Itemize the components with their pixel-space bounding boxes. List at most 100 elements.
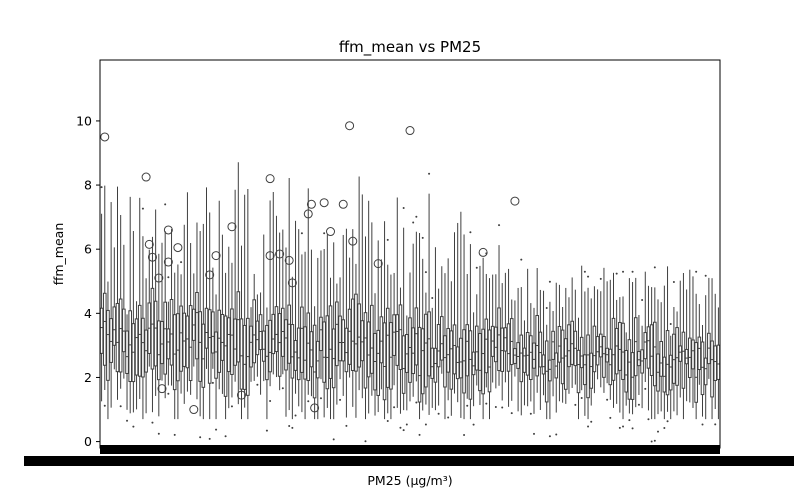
box-body (608, 348, 613, 386)
flier-dot (494, 406, 497, 409)
box-body (255, 320, 260, 356)
flier-dot (587, 425, 590, 428)
box (529, 303, 533, 415)
flier-dot (180, 261, 183, 264)
box-body (471, 351, 476, 376)
flier-dot (199, 436, 202, 439)
box (315, 257, 320, 420)
box (150, 236, 155, 424)
box (716, 307, 721, 420)
outlier-point (157, 384, 167, 394)
box-body (258, 314, 263, 351)
flier-dot (339, 398, 342, 401)
outlier-point (310, 403, 320, 413)
box (691, 276, 695, 408)
box-body (335, 301, 339, 367)
box (573, 289, 578, 406)
box (586, 275, 590, 428)
box (261, 234, 266, 382)
flier-dot (622, 425, 625, 428)
box-body (468, 330, 473, 400)
box-body (627, 339, 632, 400)
flier-dot (402, 429, 405, 432)
box-body (153, 300, 158, 367)
flier-dot (345, 424, 348, 427)
box (446, 258, 450, 419)
y-tick-label: 4 (84, 306, 92, 321)
flier-dot (615, 272, 618, 275)
box (411, 221, 415, 397)
box-body (474, 325, 479, 371)
box-body (513, 348, 517, 364)
flier-dot (151, 421, 154, 424)
box-body (487, 329, 492, 393)
flier-dot (208, 437, 211, 440)
box (109, 202, 113, 408)
flier-dot (294, 414, 297, 417)
box (589, 298, 594, 423)
box-body (630, 352, 635, 400)
box (160, 242, 164, 381)
flier-dot (533, 432, 535, 435)
box-body (551, 330, 555, 360)
box-body (160, 320, 164, 365)
box (462, 234, 466, 437)
box-body (112, 306, 117, 346)
box-body (382, 322, 387, 401)
flier-dot (466, 404, 469, 407)
box-body (649, 324, 654, 376)
box-body (643, 332, 648, 360)
flier-dot (529, 412, 532, 415)
box-body (532, 342, 536, 369)
box-body (128, 310, 133, 383)
box (252, 273, 257, 381)
box (226, 246, 231, 409)
box (630, 270, 635, 430)
box (408, 272, 412, 402)
box-body (157, 320, 161, 381)
box (268, 200, 272, 402)
flier-dot (475, 266, 478, 269)
flier-dot (555, 433, 558, 436)
flier-dot (300, 232, 303, 235)
box (118, 214, 123, 408)
flier-dot (230, 405, 233, 408)
box-body (579, 336, 584, 369)
box (449, 281, 454, 416)
box (382, 221, 387, 420)
flier-dot (386, 419, 389, 422)
box-body (201, 323, 206, 388)
box-body (522, 347, 527, 373)
box (506, 268, 511, 407)
box-body (379, 316, 384, 364)
outlier-point (319, 198, 329, 208)
flier-dot (256, 383, 259, 386)
box (147, 249, 152, 367)
x-axis (24, 445, 794, 466)
outlier-point (227, 222, 237, 232)
flier-dot (164, 203, 167, 206)
box-body (424, 313, 428, 388)
box (309, 249, 314, 397)
box (204, 187, 209, 369)
y-tick-label: 6 (84, 242, 92, 257)
box (614, 272, 619, 404)
box (579, 265, 584, 399)
box-body (217, 309, 222, 373)
box (646, 285, 651, 421)
box (405, 315, 409, 426)
box (137, 197, 142, 399)
flier-dot (437, 412, 440, 415)
box-body (621, 322, 625, 380)
box-body (560, 329, 565, 385)
box (452, 232, 457, 394)
flier-dot (463, 434, 466, 437)
box-body (548, 359, 552, 382)
box-body (341, 319, 346, 362)
box (363, 236, 368, 443)
box-body (315, 340, 320, 379)
flier-dot (100, 186, 103, 189)
flier-dot (469, 231, 472, 234)
flier-dot (215, 428, 218, 431)
flier-dot (424, 271, 427, 274)
